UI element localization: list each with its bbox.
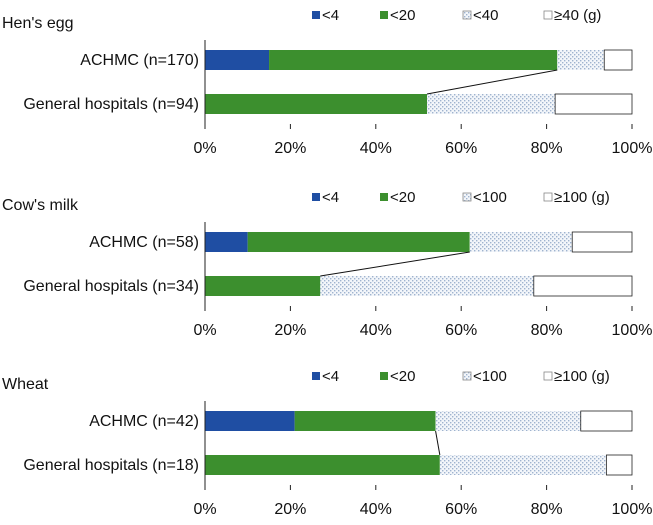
legend-swatch <box>380 11 388 19</box>
legend-label: ≥40 (g) <box>554 7 601 24</box>
x-tick-label: 40% <box>360 140 392 157</box>
chart-title: Cow's milk <box>2 197 79 214</box>
legend-label: <4 <box>322 368 339 385</box>
bar-segment <box>469 232 573 252</box>
bar-segment <box>205 276 321 296</box>
bar-segment <box>269 50 558 70</box>
legend-label: <20 <box>390 7 415 24</box>
x-tick-label: 0% <box>193 140 216 157</box>
x-tick-label: 60% <box>445 501 477 518</box>
x-tick-label: 20% <box>274 501 306 518</box>
bar-segment <box>205 50 270 70</box>
bar-segment <box>435 411 581 431</box>
legend-swatch <box>312 372 320 380</box>
bar-segment <box>205 232 248 252</box>
bar-segment <box>571 231 633 253</box>
x-tick-label: 0% <box>193 501 216 518</box>
legend-label: <100 <box>473 189 507 206</box>
bar-segment <box>205 411 295 431</box>
x-tick-label: 100% <box>612 501 653 518</box>
bar-segment <box>205 94 428 114</box>
x-tick-label: 80% <box>531 322 563 339</box>
x-tick-label: 100% <box>612 140 653 157</box>
chart-title: Wheat <box>2 376 49 393</box>
legend-label: <4 <box>322 189 339 206</box>
connector-line <box>320 251 470 277</box>
legend-label: <20 <box>390 189 415 206</box>
chart-panel-1: Hen's egg <4 <20 <40 ≥40 (g) ACHMC (n=170) Gen… <box>2 7 652 157</box>
legend-swatch <box>380 372 388 380</box>
category-label: ACHMC (n=170) <box>80 52 199 69</box>
bar-segment <box>439 455 607 475</box>
connector-line <box>426 69 558 95</box>
chart-panel-3: Wheat <4 <20 <100 ≥100 (g) ACHMC (n=42) Genera… <box>2 368 652 518</box>
legend-swatch <box>543 192 553 202</box>
x-tick-label: 100% <box>612 322 653 339</box>
bar-segment <box>294 411 436 431</box>
legend-label: <100 <box>473 368 507 385</box>
legend-swatch <box>312 11 320 19</box>
bar-segment <box>247 232 470 252</box>
legend-label: ≥100 (g) <box>554 189 610 206</box>
legend-swatch <box>462 371 472 381</box>
bar-segment <box>580 410 633 432</box>
x-tick-label: 60% <box>445 140 477 157</box>
legend-swatch <box>462 192 472 202</box>
x-tick-label: 40% <box>360 501 392 518</box>
x-tick-label: 20% <box>274 140 306 157</box>
connector-line <box>435 430 441 456</box>
category-label: ACHMC (n=58) <box>89 234 199 251</box>
bar-segment <box>533 275 633 297</box>
category-label: General hospitals (n=18) <box>23 457 199 474</box>
x-tick-label: 40% <box>360 322 392 339</box>
x-tick-label: 60% <box>445 322 477 339</box>
legend-label: <20 <box>390 368 415 385</box>
bar-segment <box>320 276 534 296</box>
legend-swatch <box>543 10 553 20</box>
chart-panel-2: Cow's milk <4 <20 <100 ≥100 (g) ACHMC (n=58) G… <box>2 189 652 339</box>
bar-segment <box>554 93 633 115</box>
chart-title: Hen's egg <box>2 15 74 32</box>
category-label: General hospitals (n=94) <box>23 96 199 113</box>
legend-swatch <box>543 371 553 381</box>
category-label: General hospitals (n=34) <box>23 278 199 295</box>
bar-segment <box>603 49 633 71</box>
legend-label: ≥100 (g) <box>554 368 610 385</box>
bar-segment <box>205 455 440 475</box>
legend-swatch <box>462 10 472 20</box>
x-tick-label: 0% <box>193 322 216 339</box>
x-tick-label: 20% <box>274 322 306 339</box>
bar-segment <box>427 94 556 114</box>
legend-swatch <box>312 193 320 201</box>
legend-label: <40 <box>473 7 498 24</box>
legend-label: <4 <box>322 7 339 24</box>
legend-swatch <box>380 193 388 201</box>
bar-segment <box>557 50 605 70</box>
x-tick-label: 80% <box>531 140 563 157</box>
x-tick-label: 80% <box>531 501 563 518</box>
bar-segment <box>605 454 633 476</box>
category-label: ACHMC (n=42) <box>89 413 199 430</box>
